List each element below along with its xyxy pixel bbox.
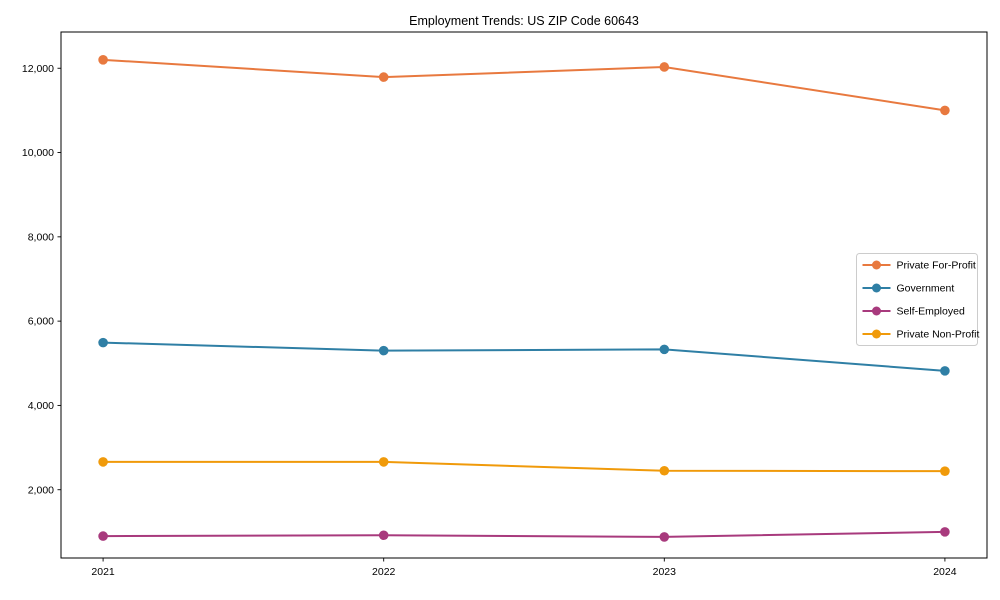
y-tick-label: 10,000 [22, 147, 54, 159]
series-line-self-employed [102, 530, 946, 538]
chart-title: Employment Trends: US ZIP Code 60643 [409, 14, 639, 28]
data-point-private-for-profit [378, 72, 389, 82]
y-tick-label: 4,000 [28, 400, 54, 412]
data-point-self-employed [940, 527, 950, 537]
data-point-self-employed [659, 532, 670, 542]
y-tick-label: 8,000 [28, 231, 54, 243]
data-point-government [940, 366, 950, 376]
legend-item: Private Non-Profit [862, 329, 980, 341]
data-point-private-non-profit [378, 457, 389, 467]
legend-item: Government [862, 283, 955, 295]
x-tick-label: 2023 [653, 566, 677, 578]
y-tick-label: 2,000 [28, 484, 54, 496]
series-line-private-non-profit [102, 460, 946, 473]
legend-label: Government [897, 283, 955, 295]
data-point-private-non-profit [940, 466, 950, 476]
legend-marker [872, 283, 881, 293]
legend: Private For-Profit Government Self-Employe… [856, 253, 980, 346]
data-point-private-non-profit [98, 457, 108, 467]
legend-marker [872, 260, 881, 270]
y-tick-label: 12,000 [22, 63, 54, 75]
data-point-private-for-profit [940, 105, 950, 116]
y-tick-label: 6,000 [28, 316, 54, 328]
data-point-private-non-profit [659, 465, 670, 476]
legend-label: Private For-Profit [897, 260, 976, 272]
data-point-government [378, 345, 389, 356]
data-point-government [98, 337, 108, 348]
data-point-self-employed [378, 530, 389, 541]
data-point-private-for-profit [98, 55, 108, 65]
data-point-self-employed [98, 531, 108, 541]
x-tick-label: 2022 [372, 566, 396, 578]
legend-marker [872, 329, 881, 339]
x-tick-label: 2021 [91, 566, 115, 578]
x-tick-label: 2024 [933, 566, 957, 578]
legend-box [856, 253, 978, 346]
data-point-private-for-profit [659, 62, 670, 72]
legend-label: Private Non-Profit [897, 329, 980, 341]
legend-item: Self-Employed [862, 306, 965, 318]
data-point-government [659, 344, 670, 355]
axes-frame [60, 31, 988, 559]
legend-item: Private For-Profit [862, 260, 976, 272]
series-line-government [102, 341, 946, 372]
legend-label: Self-Employed [897, 306, 965, 318]
series-line-private-for-profit [102, 58, 946, 112]
legend-marker [872, 306, 881, 316]
